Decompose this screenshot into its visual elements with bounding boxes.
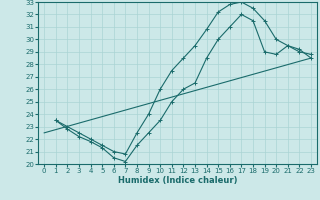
X-axis label: Humidex (Indice chaleur): Humidex (Indice chaleur) [118,176,237,185]
